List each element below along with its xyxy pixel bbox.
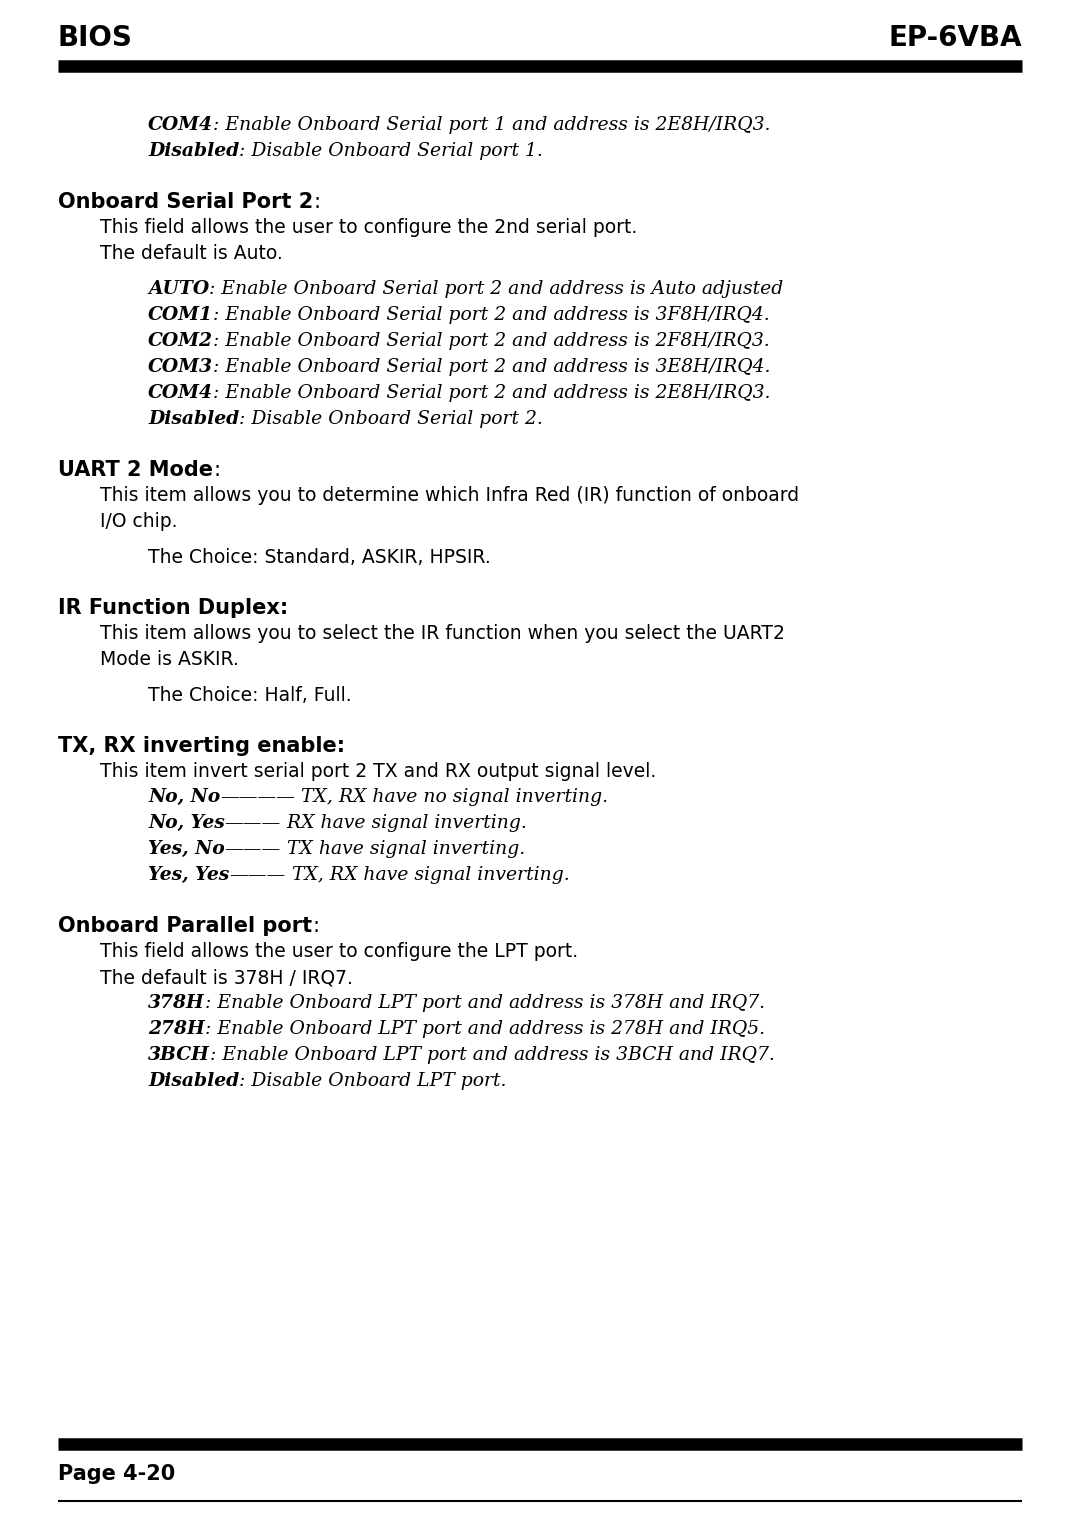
Text: :: :	[213, 459, 220, 481]
Text: BIOS: BIOS	[58, 24, 133, 52]
Text: This field allows the user to configure the LPT port.: This field allows the user to configure …	[100, 941, 578, 961]
Text: : Enable Onboard LPT port and address is 378H and IRQ7.: : Enable Onboard LPT port and address is…	[205, 994, 765, 1013]
Text: IR Function Duplex:: IR Function Duplex:	[58, 597, 288, 619]
Text: The Choice: Half, Full.: The Choice: Half, Full.	[148, 687, 352, 705]
Text: No, No: No, No	[148, 788, 220, 807]
Text: ———: ———	[225, 840, 281, 858]
Text: Disabled: Disabled	[148, 143, 240, 161]
Text: COM2: COM2	[148, 332, 213, 350]
Text: This field allows the user to configure the 2nd serial port.: This field allows the user to configure …	[100, 218, 637, 236]
Text: TX, RX inverting enable:: TX, RX inverting enable:	[58, 735, 346, 756]
Text: COM4: COM4	[148, 117, 213, 133]
Text: TX, RX have no signal inverting.: TX, RX have no signal inverting.	[295, 788, 608, 807]
Text: COM3: COM3	[148, 358, 213, 376]
Text: EP-6VBA: EP-6VBA	[889, 24, 1022, 52]
Text: This item allows you to determine which Infra Red (IR) function of onboard: This item allows you to determine which …	[100, 487, 799, 505]
Text: ————: ————	[220, 788, 295, 807]
Text: : Enable Onboard Serial port 2 and address is 2F8H/IRQ3.: : Enable Onboard Serial port 2 and addre…	[213, 332, 770, 350]
Text: : Enable Onboard Serial port 1 and address is 2E8H/IRQ3.: : Enable Onboard Serial port 1 and addre…	[213, 117, 770, 133]
Text: COM4: COM4	[148, 384, 213, 402]
Text: 278H: 278H	[148, 1020, 205, 1038]
Text: 3BCH: 3BCH	[148, 1046, 210, 1064]
Text: ———: ———	[225, 814, 281, 832]
Text: COM1: COM1	[148, 306, 213, 324]
Text: Mode is ASKIR.: Mode is ASKIR.	[100, 650, 239, 669]
Text: No, Yes: No, Yes	[148, 814, 225, 832]
Text: : Disable Onboard Serial port 1.: : Disable Onboard Serial port 1.	[240, 143, 543, 161]
Text: :: :	[312, 916, 319, 935]
Text: ———: ———	[229, 866, 285, 884]
Text: Yes, Yes: Yes, Yes	[148, 866, 229, 884]
Text: : Disable Onboard Serial port 2.: : Disable Onboard Serial port 2.	[240, 409, 543, 428]
Text: : Enable Onboard Serial port 2 and address is 3E8H/IRQ4.: : Enable Onboard Serial port 2 and addre…	[213, 358, 770, 376]
Text: :: :	[313, 193, 321, 212]
Text: This item invert serial port 2 TX and RX output signal level.: This item invert serial port 2 TX and RX…	[100, 763, 657, 781]
Text: The Choice: Standard, ASKIR, HPSIR.: The Choice: Standard, ASKIR, HPSIR.	[148, 547, 490, 567]
Text: TX, RX have signal inverting.: TX, RX have signal inverting.	[285, 866, 569, 884]
Text: : Enable Onboard Serial port 2 and address is 3F8H/IRQ4.: : Enable Onboard Serial port 2 and addre…	[213, 306, 770, 324]
Text: : Enable Onboard LPT port and address is 278H and IRQ5.: : Enable Onboard LPT port and address is…	[205, 1020, 765, 1038]
Text: Onboard Serial Port 2: Onboard Serial Port 2	[58, 193, 313, 212]
Text: RX have signal inverting.: RX have signal inverting.	[281, 814, 527, 832]
Text: : Enable Onboard LPT port and address is 3BCH and IRQ7.: : Enable Onboard LPT port and address is…	[210, 1046, 774, 1064]
Text: I/O chip.: I/O chip.	[100, 512, 177, 531]
Text: Page 4-20: Page 4-20	[58, 1464, 175, 1484]
Text: : Disable Onboard LPT port.: : Disable Onboard LPT port.	[240, 1072, 507, 1090]
Text: Yes, No: Yes, No	[148, 840, 225, 858]
Text: AUTO: AUTO	[148, 280, 210, 299]
Text: 378H: 378H	[148, 994, 205, 1013]
Text: Onboard Parallel port: Onboard Parallel port	[58, 916, 312, 935]
Text: The default is Auto.: The default is Auto.	[100, 244, 283, 262]
Text: Disabled: Disabled	[148, 409, 240, 428]
Text: The default is 378H / IRQ7.: The default is 378H / IRQ7.	[100, 969, 353, 987]
Text: Disabled: Disabled	[148, 1072, 240, 1090]
Text: TX have signal inverting.: TX have signal inverting.	[281, 840, 525, 858]
Text: : Enable Onboard Serial port 2 and address is 2E8H/IRQ3.: : Enable Onboard Serial port 2 and addre…	[213, 384, 770, 402]
Text: UART 2 Mode: UART 2 Mode	[58, 459, 213, 481]
Text: : Enable Onboard Serial port 2 and address is Auto adjusted: : Enable Onboard Serial port 2 and addre…	[210, 280, 783, 299]
Text: This item allows you to select the IR function when you select the UART2: This item allows you to select the IR fu…	[100, 625, 785, 643]
